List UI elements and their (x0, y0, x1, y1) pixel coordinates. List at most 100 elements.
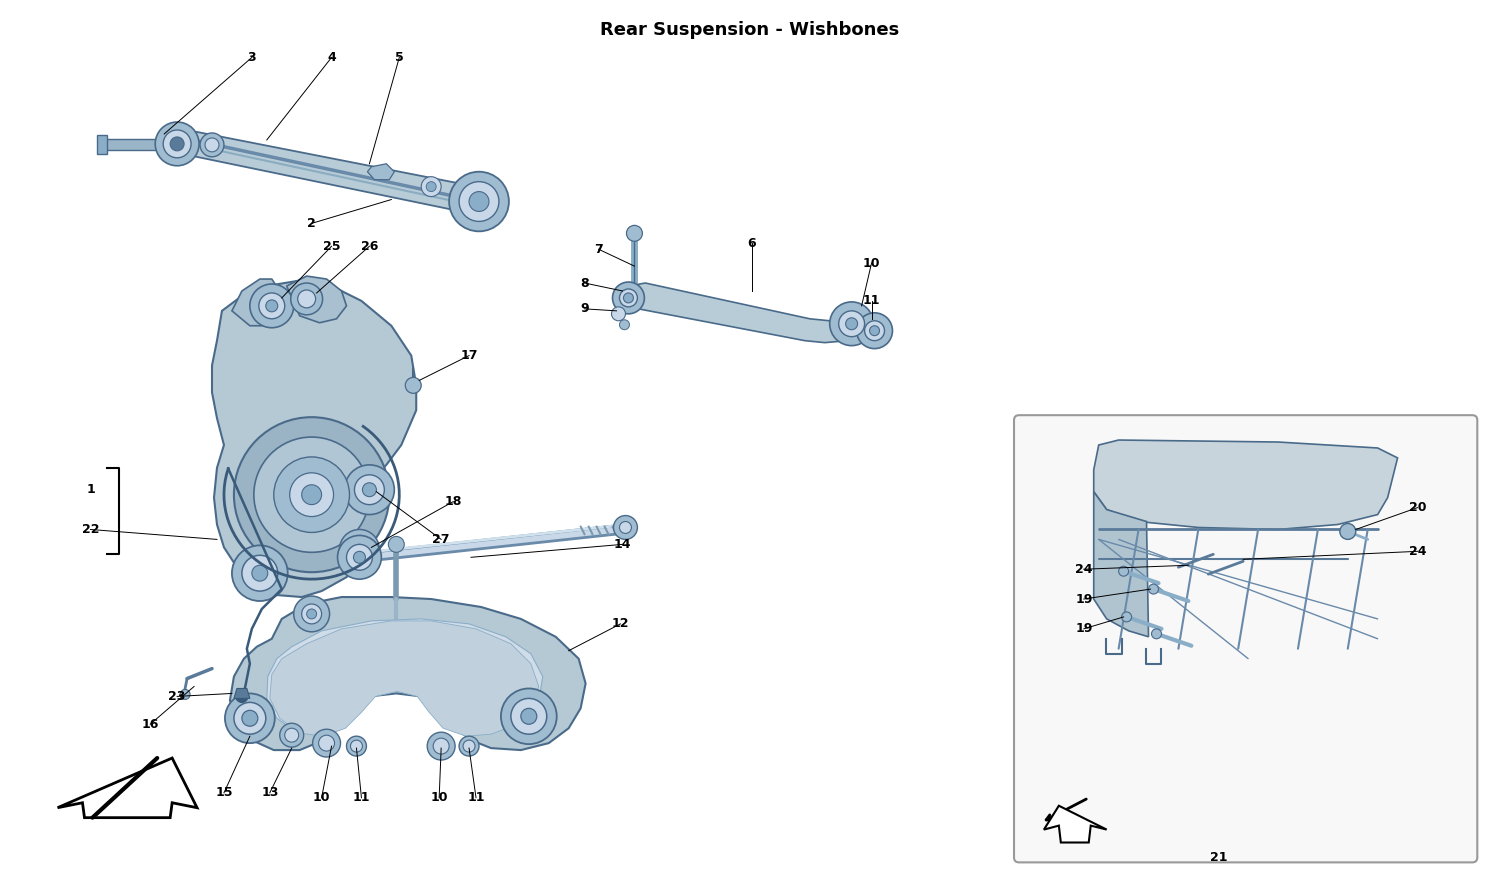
Circle shape (363, 482, 376, 497)
Polygon shape (1094, 440, 1398, 530)
Circle shape (388, 537, 405, 553)
Polygon shape (164, 130, 494, 214)
Circle shape (459, 736, 478, 756)
Circle shape (346, 736, 366, 756)
Circle shape (154, 122, 200, 166)
Polygon shape (57, 758, 196, 818)
Polygon shape (267, 619, 543, 735)
Circle shape (624, 293, 633, 303)
Circle shape (274, 457, 350, 532)
Text: 21: 21 (1209, 851, 1227, 864)
Text: 11: 11 (352, 791, 370, 805)
Polygon shape (1094, 491, 1149, 637)
Polygon shape (622, 283, 867, 343)
Circle shape (1340, 523, 1356, 539)
Circle shape (520, 708, 537, 724)
Circle shape (1152, 629, 1161, 639)
Circle shape (225, 693, 274, 743)
Circle shape (470, 191, 489, 212)
Circle shape (236, 691, 248, 702)
Polygon shape (230, 597, 585, 750)
Polygon shape (270, 621, 538, 736)
Text: 12: 12 (612, 618, 628, 630)
Polygon shape (211, 281, 416, 597)
Text: 9: 9 (580, 303, 590, 315)
Circle shape (242, 555, 278, 591)
Text: 18: 18 (444, 495, 462, 508)
Circle shape (354, 545, 364, 554)
Text: 27: 27 (432, 533, 450, 546)
Circle shape (614, 515, 638, 539)
Circle shape (620, 320, 630, 329)
Circle shape (338, 536, 381, 579)
Text: 19: 19 (1076, 622, 1092, 635)
Polygon shape (1044, 805, 1107, 843)
Circle shape (427, 732, 454, 760)
Circle shape (405, 377, 422, 393)
Circle shape (620, 289, 638, 307)
Text: 1: 1 (86, 483, 94, 497)
Circle shape (846, 318, 858, 329)
FancyBboxPatch shape (1014, 416, 1478, 862)
Circle shape (870, 326, 879, 336)
Circle shape (501, 689, 556, 744)
Circle shape (234, 417, 390, 572)
Text: 22: 22 (81, 523, 99, 536)
Circle shape (620, 522, 632, 533)
Circle shape (627, 225, 642, 241)
Polygon shape (232, 279, 282, 326)
Text: 6: 6 (747, 237, 756, 250)
Text: 25: 25 (322, 239, 340, 253)
Circle shape (512, 699, 548, 734)
Text: 20: 20 (1408, 501, 1426, 514)
Circle shape (302, 604, 321, 624)
Circle shape (612, 282, 645, 314)
Circle shape (354, 474, 384, 505)
Circle shape (1122, 612, 1131, 622)
Text: 2: 2 (308, 217, 316, 230)
Circle shape (266, 300, 278, 311)
Polygon shape (102, 139, 166, 150)
Text: 13: 13 (261, 787, 279, 799)
Circle shape (464, 740, 476, 752)
Polygon shape (368, 164, 394, 180)
Polygon shape (234, 689, 250, 699)
Circle shape (339, 530, 380, 570)
Text: 24: 24 (1076, 562, 1092, 576)
Circle shape (354, 551, 366, 563)
Circle shape (346, 545, 372, 570)
Text: 19: 19 (1076, 593, 1092, 605)
Circle shape (242, 710, 258, 726)
Circle shape (348, 538, 372, 562)
Text: 15: 15 (214, 787, 232, 799)
Circle shape (285, 728, 298, 742)
Circle shape (856, 312, 892, 349)
Circle shape (312, 729, 340, 757)
Circle shape (830, 302, 873, 345)
Circle shape (864, 320, 885, 341)
Circle shape (297, 290, 315, 308)
Circle shape (180, 690, 190, 700)
Circle shape (351, 740, 363, 752)
Text: 4: 4 (327, 51, 336, 64)
Circle shape (200, 133, 223, 157)
Circle shape (232, 546, 288, 601)
Circle shape (170, 137, 184, 150)
Circle shape (422, 177, 441, 197)
Circle shape (306, 609, 316, 619)
Text: 8: 8 (580, 277, 590, 289)
Circle shape (1149, 584, 1158, 594)
Text: 5: 5 (394, 51, 404, 64)
Text: Rear Suspension - Wishbones: Rear Suspension - Wishbones (600, 20, 900, 38)
Circle shape (318, 735, 334, 751)
Text: 3: 3 (248, 51, 256, 64)
Text: 11: 11 (468, 791, 484, 805)
Text: 11: 11 (862, 295, 880, 307)
Circle shape (279, 724, 303, 747)
Circle shape (251, 284, 294, 328)
Polygon shape (842, 318, 878, 341)
Circle shape (252, 565, 268, 581)
Text: 10: 10 (314, 791, 330, 805)
Circle shape (1119, 566, 1128, 576)
Circle shape (206, 138, 219, 152)
